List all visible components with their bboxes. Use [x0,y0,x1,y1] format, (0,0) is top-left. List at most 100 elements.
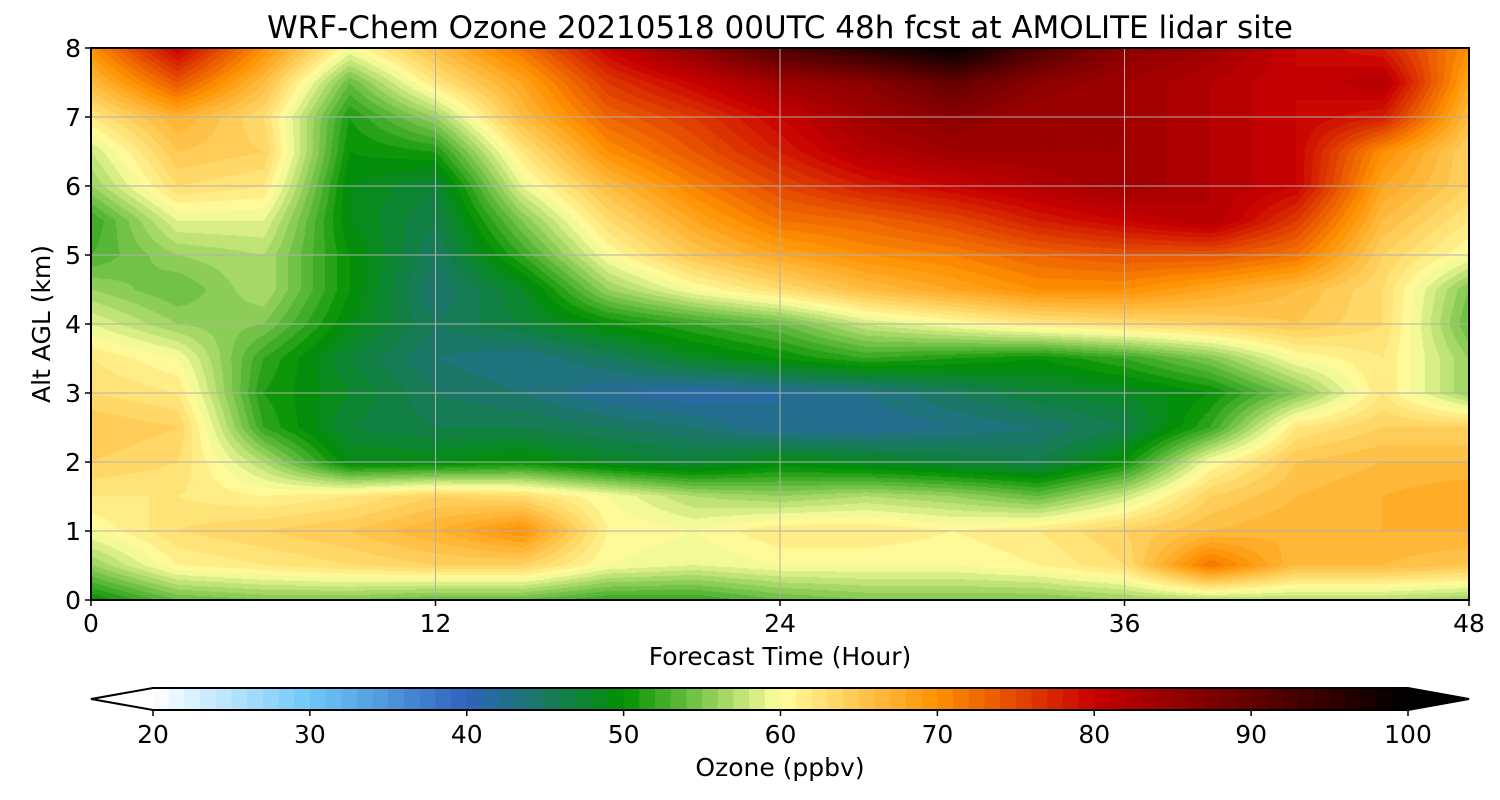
colorbar-tick-label: 50 [608,720,640,749]
y-tick-label: 5 [65,241,81,270]
colorbar-swatch [153,688,170,710]
colorbar-swatch [200,688,217,710]
colorbar-swatch [278,688,295,710]
colorbar-swatch [1125,688,1142,710]
colorbar-swatch [513,688,531,710]
colorbar-swatch [168,688,185,710]
colorbar-swatch [1047,688,1064,710]
colorbar-swatch [388,688,405,710]
colorbar-swatch [576,688,593,710]
colorbar-swatch [655,688,672,710]
y-axis-label: Alt AGL (km) [27,245,56,403]
colorbar-swatch [968,688,986,710]
colorbar-swatch [1298,688,1315,710]
colorbar-swatch [1031,688,1048,710]
colorbar-swatch [215,688,233,710]
colorbar-swatch [466,688,484,710]
colorbar-swatch [309,688,327,710]
y-tick-label: 1 [65,517,81,546]
colorbar-swatch [1109,688,1127,710]
colorbar-swatch [827,688,844,710]
colorbar-extend-high [1408,688,1469,710]
colorbar-tick-label: 100 [1384,720,1432,749]
chart-title: WRF-Chem Ozone 20210518 00UTC 48h fcst a… [267,10,1293,46]
colorbar-swatch [1062,688,1080,710]
colorbar-tick-label: 70 [921,720,953,749]
y-tick-label: 8 [65,34,81,63]
colorbar-tick-label: 80 [1078,720,1110,749]
colorbar-swatch [639,688,656,710]
colorbar-swatch [356,688,374,710]
colorbar-swatch [1204,688,1221,710]
colorbar-swatch [372,688,389,710]
colorbar-swatch [811,688,829,710]
colorbar-tick-label: 30 [294,720,326,749]
colorbar-swatch [702,688,719,710]
colorbar-swatch [1329,688,1346,710]
colorbar-tick-label: 60 [765,720,797,749]
colorbar-swatch [341,688,358,710]
colorbar-swatch [560,688,578,710]
colorbar-swatch [937,688,954,710]
colorbar-swatch [1282,688,1299,710]
colorbar-swatch [1219,688,1237,710]
colorbar-swatch [1313,688,1331,710]
colorbar [90,687,1470,711]
x-axis-label: Forecast Time (Hour) [649,642,912,671]
colorbar-swatch [1094,688,1111,710]
colorbar-swatch [906,688,923,710]
y-tick-label: 7 [65,103,81,132]
colorbar-swatch [670,688,687,710]
colorbar-swatch [874,688,891,710]
colorbar-extend-low [91,688,153,710]
colorbar-swatch [231,688,248,710]
colorbar-swatch [1392,688,1409,710]
colorbar-swatch [921,688,938,710]
colorbar-swatch [1141,688,1158,710]
colorbar-swatch [984,688,1001,710]
colorbar-swatch [717,688,735,710]
colorbar-swatch [1345,688,1362,710]
x-tick-label: 24 [764,609,796,638]
colorbar-swatch [1172,688,1189,710]
x-tick-label: 36 [1109,609,1141,638]
colorbar-swatch [1188,688,1205,710]
x-tick-label: 48 [1453,609,1485,638]
y-tick-label: 2 [65,448,81,477]
colorbar-swatch [858,688,876,710]
colorbar-tick-label: 20 [137,720,169,749]
colorbar-swatch [498,688,515,710]
colorbar-swatch [451,688,468,710]
colorbar-swatch [419,688,436,710]
colorbar-tick-label: 40 [451,720,483,749]
colorbar-swatch [733,688,750,710]
colorbar-swatch [325,688,342,710]
x-tick-label: 12 [420,609,452,638]
colorbar-swatch [529,688,546,710]
colorbar-swatch [262,688,280,710]
colorbar-swatch [890,688,907,710]
colorbar-swatch [796,688,813,710]
y-tick-label: 3 [65,379,81,408]
colorbar-swatch [1157,688,1174,710]
colorbar-label: Ozone (ppbv) [695,753,864,782]
colorbar-swatch [545,688,562,710]
colorbar-swatch [482,688,499,710]
colorbar-swatch [1266,688,1284,710]
y-tick-label: 6 [65,172,81,201]
colorbar-swatch [607,688,625,710]
colorbar-swatch [686,688,703,710]
colorbar-swatch [1235,688,1252,710]
y-tick-label: 0 [65,586,81,615]
colorbar-swatch [780,688,797,710]
colorbar-swatch [1015,688,1033,710]
colorbar-swatch [843,688,860,710]
colorbar-swatch [1360,688,1378,710]
colorbar-swatch [1078,688,1095,710]
colorbar-swatch [749,688,766,710]
colorbar-swatch [435,688,452,710]
colorbar-swatch [294,688,311,710]
x-tick-label: 0 [83,609,99,638]
colorbar-tick-label: 90 [1235,720,1267,749]
